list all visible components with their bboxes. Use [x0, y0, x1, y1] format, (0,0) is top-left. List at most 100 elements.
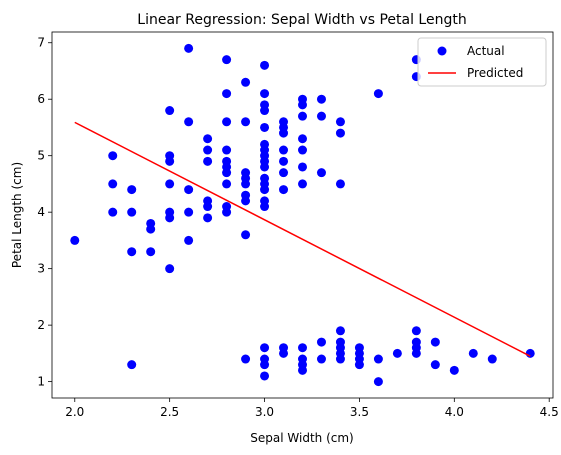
- data-point: [449, 365, 459, 375]
- data-point: [165, 106, 175, 116]
- data-point: [165, 156, 175, 166]
- data-point: [316, 337, 326, 347]
- plot-area: [52, 32, 553, 398]
- x-tick-label: 3.5: [350, 405, 369, 419]
- data-point: [241, 117, 251, 127]
- data-point: [222, 89, 232, 99]
- y-tick-label: 6: [37, 92, 45, 106]
- data-points: [70, 43, 535, 387]
- legend: Actual Predicted: [417, 37, 547, 87]
- data-point: [184, 207, 194, 217]
- data-point: [260, 162, 270, 172]
- legend-predicted-label: Predicted: [467, 66, 523, 80]
- x-tick-label: 4.5: [540, 405, 559, 419]
- plot-frame: [51, 31, 554, 399]
- data-point: [241, 230, 251, 240]
- data-point: [392, 348, 402, 358]
- data-point: [222, 55, 232, 65]
- data-point: [279, 128, 289, 138]
- data-point: [411, 326, 421, 336]
- data-point: [430, 337, 440, 347]
- data-point: [222, 117, 232, 127]
- y-axis: 1 2 3 4 5 6 7: [37, 36, 52, 389]
- data-point: [298, 100, 307, 110]
- data-point: [373, 354, 383, 364]
- data-point: [373, 377, 383, 387]
- data-point: [241, 354, 251, 364]
- data-point: [316, 94, 326, 104]
- y-tick-label: 2: [37, 318, 45, 332]
- data-point: [222, 168, 232, 178]
- data-point: [184, 117, 194, 127]
- data-point: [316, 354, 326, 364]
- data-point: [298, 145, 307, 155]
- data-point: [127, 247, 137, 257]
- legend-actual-marker: [437, 46, 447, 56]
- data-point: [203, 145, 213, 155]
- data-point: [279, 168, 289, 178]
- data-point: [487, 354, 497, 364]
- data-point: [165, 179, 175, 189]
- x-axis-label: Sepal Width (cm): [250, 431, 353, 445]
- data-point: [335, 354, 345, 364]
- data-point: [335, 326, 345, 336]
- data-point: [108, 207, 118, 217]
- data-point: [260, 60, 270, 70]
- data-point: [203, 156, 213, 166]
- data-point: [260, 89, 270, 99]
- data-point: [525, 348, 535, 358]
- data-point: [298, 179, 307, 189]
- legend-actual-label: Actual: [467, 44, 505, 58]
- y-tick-label: 3: [37, 262, 45, 276]
- data-point: [127, 207, 137, 217]
- y-axis-label: Petal Length (cm): [10, 162, 24, 268]
- data-point: [260, 360, 270, 370]
- data-point: [298, 343, 307, 353]
- data-point: [203, 134, 213, 144]
- data-point: [203, 202, 213, 212]
- data-point: [241, 179, 251, 189]
- y-tick-label: 4: [37, 205, 45, 219]
- data-point: [279, 156, 289, 166]
- data-point: [260, 185, 270, 195]
- y-tick-label: 7: [37, 36, 45, 50]
- regression-line: [74, 121, 531, 357]
- chart-title: Linear Regression: Sepal Width vs Petal …: [137, 12, 466, 28]
- data-point: [430, 360, 440, 370]
- data-point: [260, 106, 270, 116]
- data-point: [108, 179, 118, 189]
- data-point: [127, 185, 137, 195]
- data-point: [70, 235, 80, 245]
- data-point: [298, 365, 307, 375]
- x-tick-label: 2.5: [160, 405, 179, 419]
- legend-box: [417, 37, 547, 87]
- regression-line-group: [74, 121, 531, 357]
- data-point: [316, 111, 326, 121]
- x-axis: 2.0 2.5 3.0 3.5 4.0 4.5: [65, 398, 559, 419]
- data-point: [411, 348, 421, 358]
- data-point: [373, 89, 383, 99]
- data-point: [146, 224, 156, 234]
- data-point: [127, 360, 137, 370]
- data-point: [260, 202, 270, 212]
- data-point: [260, 343, 270, 353]
- x-tick-label: 4.0: [445, 405, 464, 419]
- data-point: [260, 371, 270, 381]
- data-point: [335, 117, 345, 127]
- x-tick-label: 3.0: [255, 405, 274, 419]
- data-point: [316, 168, 326, 178]
- data-point: [241, 77, 251, 87]
- data-point: [165, 213, 175, 223]
- data-point: [298, 162, 307, 172]
- data-point: [298, 134, 307, 144]
- x-tick-label: 2.0: [65, 405, 84, 419]
- data-point: [335, 128, 345, 138]
- y-tick-label: 5: [37, 149, 45, 163]
- data-point: [260, 122, 270, 132]
- data-point: [146, 247, 156, 257]
- data-point: [108, 151, 118, 161]
- data-point: [222, 145, 232, 155]
- data-point: [298, 111, 307, 121]
- data-point: [184, 185, 194, 195]
